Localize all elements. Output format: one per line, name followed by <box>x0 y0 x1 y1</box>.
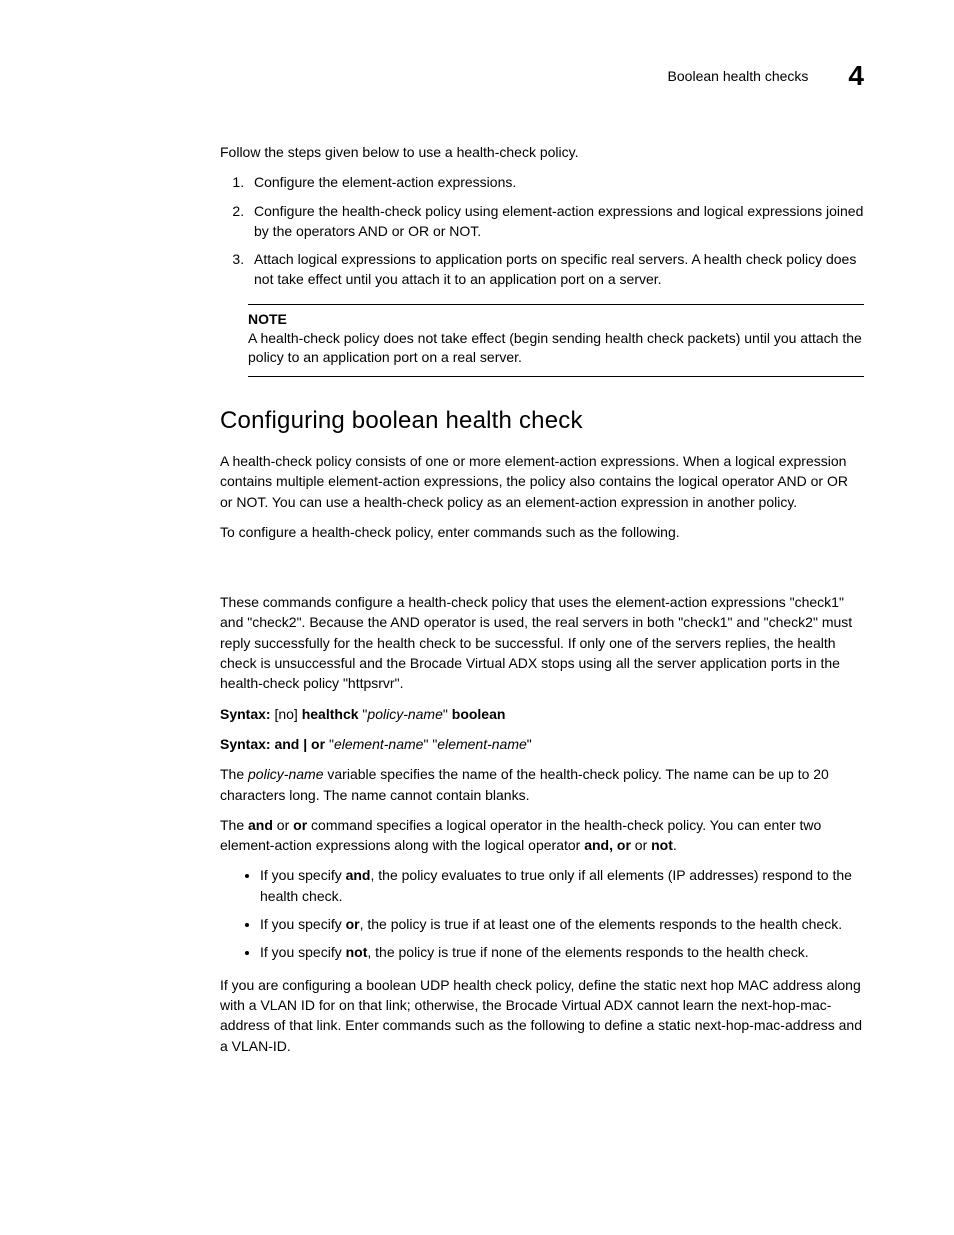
step-item: Configure the element-action expressions… <box>248 172 864 192</box>
syntax-no: [no] <box>274 706 297 722</box>
spacer <box>220 552 864 592</box>
syntax-quote: " <box>443 706 448 722</box>
paragraph: The and or or command specifies a logica… <box>220 815 864 856</box>
var-name: policy-name <box>248 766 323 782</box>
keyword: not <box>346 944 368 960</box>
keyword: and <box>248 817 273 833</box>
syntax-ops: and | or <box>274 736 325 752</box>
page-header: Boolean health checks 4 <box>90 60 864 92</box>
paragraph: These commands configure a health-check … <box>220 592 864 693</box>
syntax-arg: element-name <box>334 736 424 752</box>
keyword: or <box>346 916 360 932</box>
step-item: Attach logical expressions to applicatio… <box>248 249 864 290</box>
bullet-list: If you specify and, the policy evaluates… <box>220 865 864 962</box>
paragraph: To configure a health-check policy, ente… <box>220 522 864 542</box>
syntax-quote: " <box>527 736 532 752</box>
intro-text: Follow the steps given below to use a he… <box>220 142 864 162</box>
steps-list: Configure the element-action expressions… <box>220 172 864 289</box>
chapter-number: 4 <box>848 60 864 92</box>
bullet-item: If you specify and, the policy evaluates… <box>260 865 864 906</box>
syntax-cmd: healthck <box>302 706 359 722</box>
paragraph: If you are configuring a boolean UDP hea… <box>220 975 864 1056</box>
syntax-arg: policy-name <box>367 706 442 722</box>
note-label: NOTE <box>248 311 864 327</box>
paragraph: A health-check policy consists of one or… <box>220 451 864 512</box>
syntax-line: Syntax: [no] healthck "policy-name" bool… <box>220 704 864 724</box>
syntax-label: Syntax: <box>220 736 271 752</box>
section-heading: Configuring boolean health check <box>220 407 864 435</box>
syntax-arg: element-name <box>437 736 527 752</box>
paragraph: The policy-name variable specifies the n… <box>220 764 864 805</box>
keyword-list: and, or <box>584 837 631 853</box>
syntax-label: Syntax: <box>220 706 271 722</box>
content-block: Follow the steps given below to use a he… <box>220 142 864 1056</box>
syntax-line: Syntax: and | or "element-name" "element… <box>220 734 864 754</box>
keyword: not <box>651 837 673 853</box>
syntax-quote: " <box>423 736 428 752</box>
bullet-item: If you specify not, the policy is true i… <box>260 942 864 962</box>
note-text: A health-check policy does not take effe… <box>248 329 864 368</box>
keyword: and <box>346 867 371 883</box>
keyword: or <box>293 817 307 833</box>
syntax-suffix: boolean <box>452 706 506 722</box>
bullet-item: If you specify or, the policy is true if… <box>260 914 864 934</box>
step-item: Configure the health-check policy using … <box>248 201 864 242</box>
note-box: NOTE A health-check policy does not take… <box>248 304 864 377</box>
page: Boolean health checks 4 Follow the steps… <box>0 0 954 1126</box>
header-title: Boolean health checks <box>668 68 809 84</box>
